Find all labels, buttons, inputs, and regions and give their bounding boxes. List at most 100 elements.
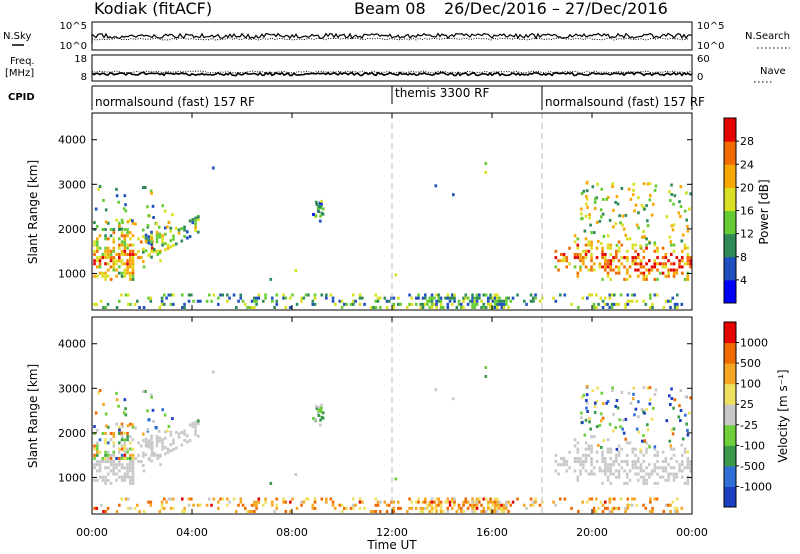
power-cell <box>120 227 124 231</box>
velocity-cell <box>117 404 120 408</box>
power-cell <box>606 195 610 199</box>
power-cell <box>372 305 375 309</box>
power-cell <box>104 234 107 238</box>
power-cell <box>186 236 189 240</box>
velocity-cell <box>120 444 124 448</box>
velocity-cell <box>505 506 508 510</box>
power-cell <box>379 296 382 300</box>
velocity-cell <box>158 436 162 440</box>
power-cell <box>321 212 325 216</box>
velocity-cell <box>606 466 610 470</box>
power-cell <box>633 209 636 213</box>
power-cell <box>98 256 102 260</box>
velocity-cell <box>428 509 432 513</box>
power-cell <box>559 293 562 297</box>
cpid-strip: normalsound (fast) 157 RF themis 3300 RF… <box>91 85 705 110</box>
power-cell <box>129 271 132 275</box>
power-cell <box>576 271 580 275</box>
velocity-cell <box>617 453 621 457</box>
power-cell <box>496 299 499 303</box>
power-cell <box>582 259 585 263</box>
velocity-cell <box>637 466 640 470</box>
velocity-cell <box>493 500 497 504</box>
velocity-cell <box>115 398 119 402</box>
velocity-cell <box>601 450 604 454</box>
power-cell <box>626 277 629 281</box>
velocity-cell <box>590 472 593 476</box>
velocity-cell <box>610 497 614 501</box>
velocity-cell <box>126 435 129 439</box>
power-cell <box>93 243 96 247</box>
velocity-cell <box>662 509 666 513</box>
power-cell <box>163 293 166 297</box>
velocity-cell <box>163 506 166 510</box>
power-cell <box>235 305 238 309</box>
velocity-cell <box>587 447 591 451</box>
x-tick-label: 00:00 <box>676 526 708 539</box>
power-cell <box>609 243 613 247</box>
power-cell <box>623 256 626 260</box>
power-cell <box>284 296 288 300</box>
velocity-cell <box>129 422 132 426</box>
power-cell <box>169 226 173 230</box>
velocity-cell <box>627 391 631 395</box>
velocity-cell <box>150 395 153 399</box>
power-cell <box>96 256 99 260</box>
velocity-cell <box>96 453 99 457</box>
velocity-cell <box>194 423 197 427</box>
colorbar-tick-label: -25 <box>740 419 758 432</box>
velocity-cell <box>579 460 582 464</box>
power-cell <box>446 305 450 309</box>
velocity-cell <box>417 500 420 504</box>
velocity-cell <box>473 503 477 507</box>
velocity-cell <box>153 451 156 455</box>
velocity-cell <box>379 509 382 513</box>
velocity-cell <box>489 500 492 504</box>
velocity-cell <box>255 500 258 504</box>
power-cell <box>677 211 681 215</box>
power-cell <box>169 302 173 306</box>
power-cell <box>112 256 116 260</box>
velocity-cell <box>95 506 99 510</box>
power-cell <box>680 239 684 243</box>
power-cell <box>93 249 96 253</box>
power-cell <box>464 293 468 297</box>
freq-trace <box>91 70 693 77</box>
velocity-cell <box>294 472 298 476</box>
power-cell <box>115 252 118 256</box>
power-cell <box>426 302 429 306</box>
velocity-cell <box>235 509 238 513</box>
power-cell <box>596 239 600 243</box>
velocity-cell <box>437 497 441 501</box>
power-cell <box>516 293 519 297</box>
power-cell <box>118 246 121 250</box>
velocity-cell <box>622 431 626 435</box>
velocity-cell <box>487 503 490 507</box>
velocity-cell <box>129 463 132 467</box>
power-cell <box>615 252 618 256</box>
power-cell <box>609 259 613 263</box>
power-cell <box>112 249 116 253</box>
power-cell <box>632 188 635 192</box>
velocity-x-axis: 00:00 04:00 08:00 12:00 16:00 20:00 00:00 <box>76 317 708 539</box>
nsky-label: N.Sky <box>3 31 31 42</box>
velocity-cell <box>430 509 434 513</box>
velocity-cell <box>93 425 96 429</box>
velocity-cell <box>120 422 124 426</box>
power-cell <box>147 235 151 239</box>
power-cell <box>421 302 425 306</box>
velocity-cell <box>532 503 535 507</box>
velocity-cell <box>109 463 113 467</box>
velocity-cell <box>435 497 438 501</box>
velocity-cell <box>175 446 178 450</box>
power-cell <box>374 299 378 303</box>
velocity-cell <box>634 463 637 467</box>
power-cell <box>616 202 620 206</box>
power-cell <box>153 247 156 251</box>
power-cell <box>129 259 132 263</box>
power-cell <box>686 262 690 266</box>
velocity-cell <box>584 469 588 473</box>
velocity-cell <box>586 409 589 413</box>
velocity-cell <box>136 503 139 507</box>
